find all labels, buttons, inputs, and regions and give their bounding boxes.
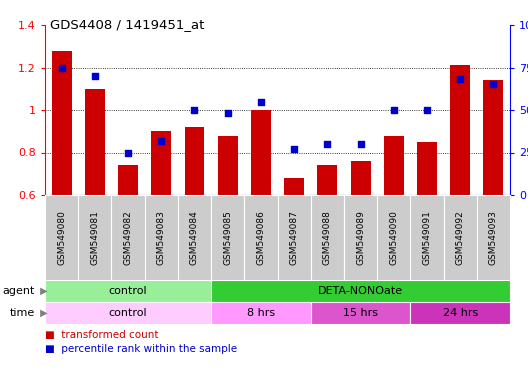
Point [257, 98, 265, 104]
Text: GSM549091: GSM549091 [422, 210, 431, 265]
Bar [484, 80, 503, 195]
Bar [184, 127, 204, 195]
Bar [410, 302, 510, 324]
Bar [384, 136, 404, 195]
Bar [211, 302, 310, 324]
Bar [450, 65, 470, 195]
Point [190, 107, 199, 113]
Point [223, 110, 232, 116]
Text: ■  transformed count: ■ transformed count [45, 330, 158, 340]
Bar [52, 51, 72, 195]
Point [390, 107, 398, 113]
Text: ▶: ▶ [37, 308, 48, 318]
Text: control: control [109, 286, 147, 296]
Text: GDS4408 / 1419451_at: GDS4408 / 1419451_at [50, 18, 204, 31]
Bar [85, 89, 105, 195]
Text: GSM549081: GSM549081 [90, 210, 99, 265]
Text: time: time [10, 308, 35, 318]
Bar [218, 136, 238, 195]
Point [489, 81, 497, 88]
Text: GSM549090: GSM549090 [389, 210, 398, 265]
Text: agent: agent [2, 286, 35, 296]
Bar [351, 161, 371, 195]
Text: 24 hrs: 24 hrs [442, 308, 478, 318]
Point [124, 149, 132, 156]
Text: GSM549087: GSM549087 [289, 210, 299, 265]
Bar [152, 131, 171, 195]
Bar [284, 178, 304, 195]
Point [290, 146, 298, 152]
Text: GSM549080: GSM549080 [57, 210, 66, 265]
Point [91, 73, 99, 79]
Text: 15 hrs: 15 hrs [343, 308, 378, 318]
Text: 8 hrs: 8 hrs [247, 308, 275, 318]
Point [323, 141, 332, 147]
Text: ▶: ▶ [37, 286, 48, 296]
Bar [211, 280, 510, 302]
Text: DETA-NONOate: DETA-NONOate [318, 286, 403, 296]
Text: GSM549086: GSM549086 [257, 210, 266, 265]
Text: GSM549085: GSM549085 [223, 210, 232, 265]
Point [423, 107, 431, 113]
Point [456, 76, 465, 83]
Point [58, 65, 66, 71]
Text: GSM549084: GSM549084 [190, 210, 199, 265]
Bar [45, 280, 211, 302]
Bar [45, 302, 211, 324]
Text: GSM549088: GSM549088 [323, 210, 332, 265]
Text: GSM549083: GSM549083 [157, 210, 166, 265]
Text: GSM549092: GSM549092 [456, 210, 465, 265]
Text: GSM549093: GSM549093 [489, 210, 498, 265]
Bar [310, 302, 410, 324]
Point [157, 137, 165, 144]
Text: ■  percentile rank within the sample: ■ percentile rank within the sample [45, 344, 237, 354]
Text: GSM549082: GSM549082 [124, 210, 133, 265]
Point [356, 141, 365, 147]
Bar [417, 142, 437, 195]
Bar [317, 165, 337, 195]
Text: GSM549089: GSM549089 [356, 210, 365, 265]
Text: control: control [109, 308, 147, 318]
Bar [251, 110, 271, 195]
Bar [118, 165, 138, 195]
